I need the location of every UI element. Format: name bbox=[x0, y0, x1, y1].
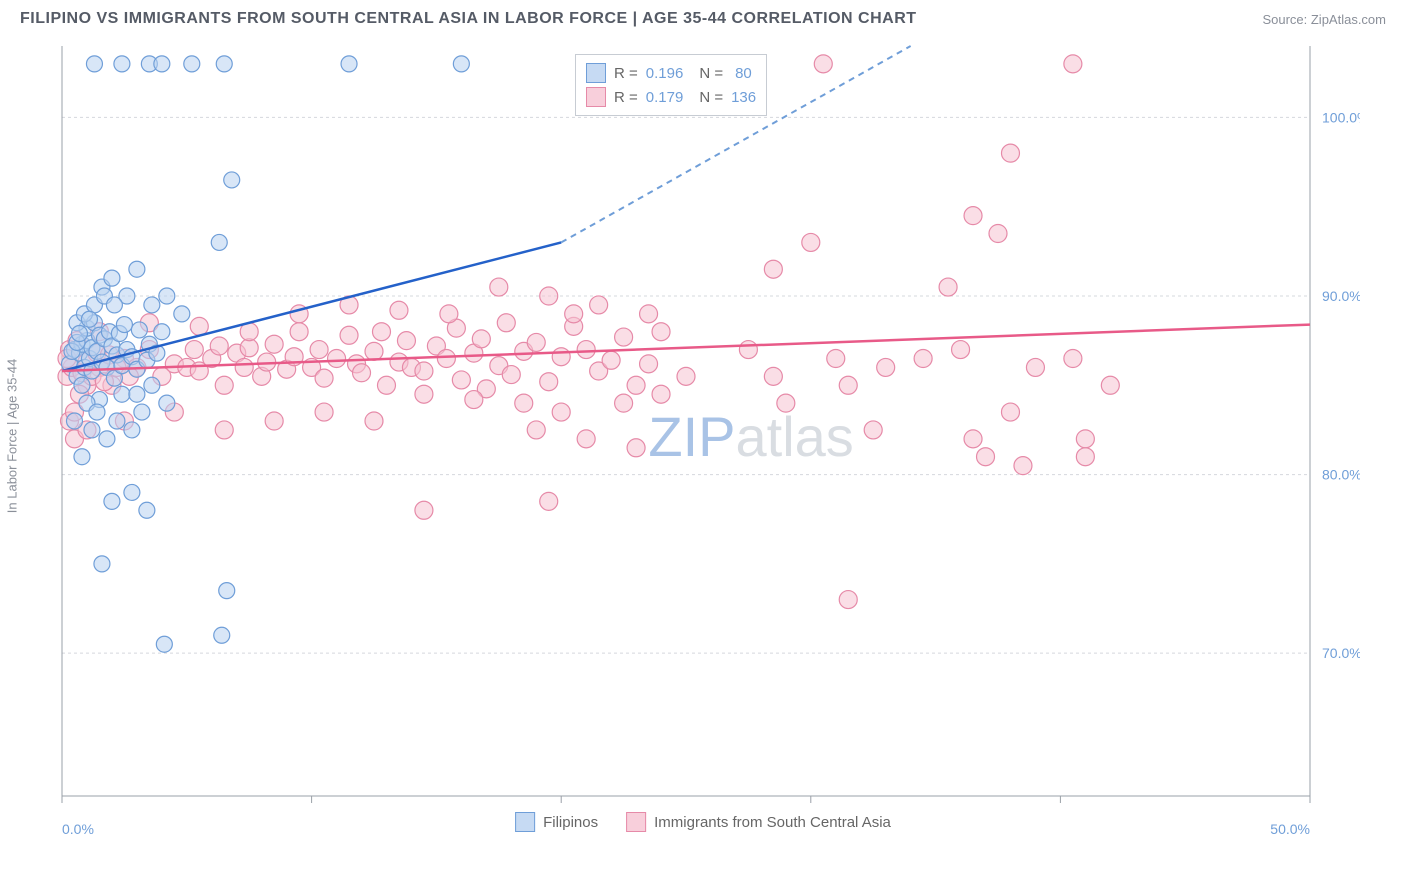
svg-text:100.0%: 100.0% bbox=[1322, 109, 1360, 125]
svg-text:50.0%: 50.0% bbox=[1270, 821, 1310, 836]
swatch-blue-icon bbox=[515, 812, 535, 832]
legend-item-filipinos: Filipinos bbox=[515, 812, 598, 832]
swatch-blue-icon bbox=[586, 63, 606, 83]
swatch-pink-icon bbox=[586, 87, 606, 107]
svg-text:80.0%: 80.0% bbox=[1322, 467, 1360, 483]
chart-title: FILIPINO VS IMMIGRANTS FROM SOUTH CENTRA… bbox=[20, 10, 917, 28]
source-attribution: Source: ZipAtlas.com bbox=[1262, 12, 1386, 27]
n-label: N = bbox=[699, 89, 723, 106]
legend-row-sca: R = 0.179 N = 136 bbox=[586, 85, 756, 109]
n-label: N = bbox=[699, 65, 723, 82]
y-axis-label: In Labor Force | Age 35-44 bbox=[5, 359, 20, 513]
n-value-blue: 80 bbox=[735, 65, 752, 82]
source-prefix: Source: bbox=[1262, 12, 1310, 27]
chart-area: In Labor Force | Age 35-44 70.0%80.0%90.… bbox=[20, 36, 1386, 836]
svg-text:90.0%: 90.0% bbox=[1322, 288, 1360, 304]
r-label: R = bbox=[614, 89, 638, 106]
correlation-legend: R = 0.196 N = 80 R = 0.179 N = 136 bbox=[575, 54, 767, 116]
chart-header: FILIPINO VS IMMIGRANTS FROM SOUTH CENTRA… bbox=[0, 0, 1406, 36]
legend-label-filipinos: Filipinos bbox=[543, 814, 598, 831]
n-value-pink: 136 bbox=[731, 89, 756, 106]
legend-item-sca: Immigrants from South Central Asia bbox=[626, 812, 891, 832]
svg-text:70.0%: 70.0% bbox=[1322, 645, 1360, 661]
svg-text:0.0%: 0.0% bbox=[62, 821, 94, 836]
r-value-blue: 0.196 bbox=[646, 65, 684, 82]
legend-label-sca: Immigrants from South Central Asia bbox=[654, 814, 891, 831]
r-value-pink: 0.179 bbox=[646, 89, 684, 106]
r-label: R = bbox=[614, 65, 638, 82]
series-legend: Filipinos Immigrants from South Central … bbox=[515, 812, 891, 832]
legend-row-filipinos: R = 0.196 N = 80 bbox=[586, 61, 756, 85]
source-name: ZipAtlas.com bbox=[1311, 12, 1386, 27]
scatter-chart: 70.0% 80.0% 90.0% 100.0% 0.0% 50.0% bbox=[20, 36, 1360, 836]
swatch-pink-icon bbox=[626, 812, 646, 832]
